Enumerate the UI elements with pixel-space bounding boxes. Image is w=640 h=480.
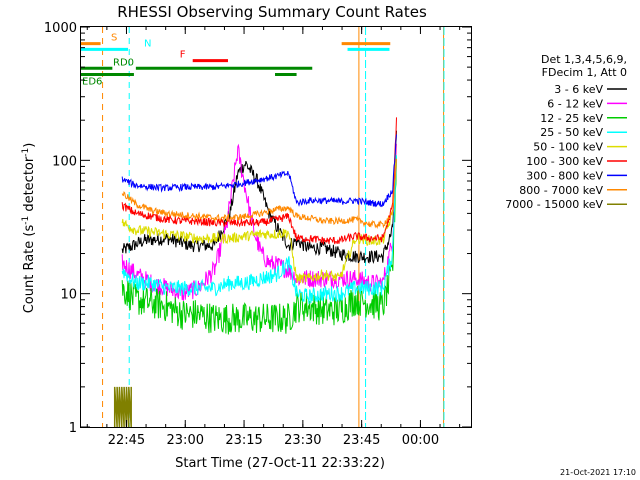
y-axis-label: Count Rate (s-1 detector-1) bbox=[21, 143, 37, 314]
y-axis-label-sup1: -1 bbox=[21, 216, 31, 225]
flag-label: ED6 bbox=[82, 77, 102, 88]
flag-label: S bbox=[111, 33, 117, 44]
legend-entry-label: 800 - 7000 keV bbox=[519, 184, 603, 197]
legend-header: Det 1,3,4,5,6,9, bbox=[541, 53, 627, 66]
series-line-50-100-kev bbox=[121, 134, 397, 284]
series-line-300-800-kev bbox=[121, 134, 397, 208]
y-axis-label-end: ) bbox=[22, 143, 37, 148]
legend-entry-label: 300 - 800 keV bbox=[526, 169, 603, 182]
series-line-6-12-kev bbox=[121, 143, 397, 301]
flag-rd0: RD0 bbox=[81, 57, 313, 70]
legend-entry-label: 100 - 300 keV bbox=[526, 155, 603, 168]
flag-ed6: ED6 bbox=[81, 73, 297, 88]
legend: Det 1,3,4,5,6,9,FDecim 1, Att 0 3 - 6 keV… bbox=[505, 53, 627, 211]
series-line-7000-15000-kev bbox=[113, 386, 132, 428]
y-axis-label-sup2: -1 bbox=[21, 148, 31, 157]
legend-entry-label: 3 - 6 keV bbox=[554, 83, 603, 96]
y-axis: 1 10 100 1000 bbox=[44, 21, 471, 436]
y-tick-label: 1000 bbox=[44, 21, 77, 36]
flag-n: N bbox=[81, 38, 390, 51]
flag-f: F bbox=[180, 50, 228, 63]
y-axis-label-mid: detector bbox=[22, 156, 37, 216]
x-tick-label: 23:15 bbox=[225, 433, 262, 448]
y-tick-label: 1 bbox=[69, 421, 77, 436]
series-line-100-300-kev bbox=[121, 117, 397, 245]
series-line-12-25-kev bbox=[121, 156, 397, 335]
legend-entry-label: 50 - 100 keV bbox=[533, 141, 603, 154]
legend-entry-label: 25 - 50 keV bbox=[540, 126, 603, 139]
flag-label: F bbox=[180, 50, 186, 61]
x-tick-label: 23:00 bbox=[167, 433, 204, 448]
plot-area: S N F RD0 ED6 bbox=[81, 27, 445, 428]
series-line-800-7000-kev bbox=[121, 158, 397, 229]
y-tick-label: 100 bbox=[52, 154, 77, 169]
x-tick-label: 23:30 bbox=[284, 433, 321, 448]
plot-frame bbox=[80, 26, 472, 428]
legend-entry-label: 12 - 25 keV bbox=[540, 112, 603, 125]
footer-timestamp: 21-Oct-2021 17:10 bbox=[560, 468, 636, 477]
chart-title: RHESSI Observing Summary Count Rates bbox=[117, 3, 427, 21]
flag-label: N bbox=[144, 38, 151, 49]
flag-s: S bbox=[81, 33, 391, 46]
legend-header: FDecim 1, Att 0 bbox=[542, 66, 627, 79]
x-tick-label: 00:00 bbox=[402, 433, 439, 448]
series-line-25-50-kev bbox=[121, 155, 397, 305]
x-tick-label: 23:45 bbox=[343, 433, 380, 448]
legend-entry-label: 6 - 12 keV bbox=[547, 97, 603, 110]
legend-entry-label: 7000 - 15000 keV bbox=[505, 198, 603, 211]
x-axis-label: Start Time (27-Oct-11 22:33:22) bbox=[175, 456, 385, 471]
y-axis-label-start: Count Rate (s bbox=[22, 225, 37, 314]
y-tick-label: 10 bbox=[60, 288, 77, 303]
x-axis: 22:45 23:00 23:15 23:30 23:45 00:00 bbox=[86, 27, 461, 448]
flag-label: RD0 bbox=[113, 57, 134, 68]
x-tick-label: 22:45 bbox=[108, 433, 145, 448]
